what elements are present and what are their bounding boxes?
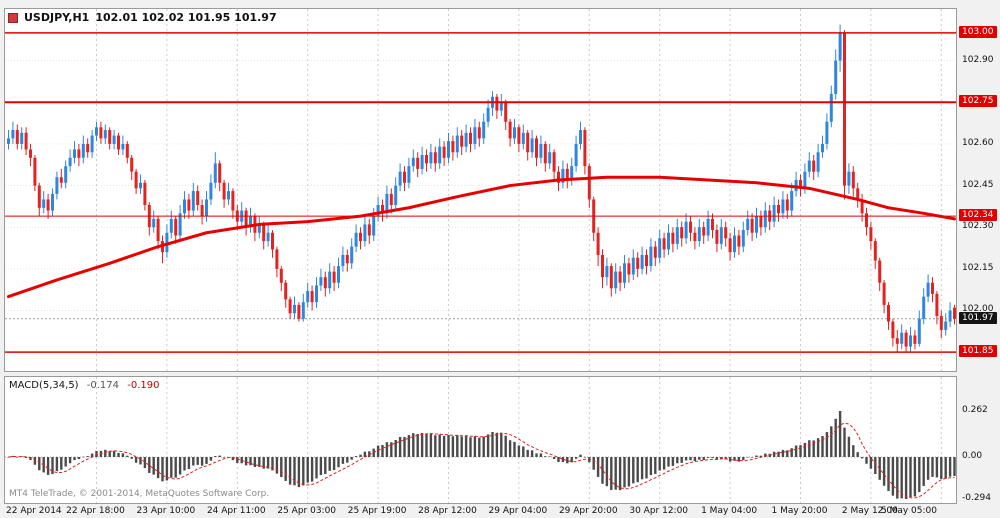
macd-signal-value: -0.190 <box>127 380 160 391</box>
time-axis-label: 22 Apr 2014 <box>6 506 62 516</box>
time-axis-label: 25 Apr 19:00 <box>347 506 407 516</box>
price-axis[interactable]: 102.90 102.60 102.45 102.30 102.15 102.00 103.… <box>959 8 1000 372</box>
price-axis-label: 102.60 <box>962 137 994 148</box>
time-axis-label: 24 Apr 11:00 <box>206 506 266 516</box>
symbol-period-label: USDJPY,H1 <box>24 11 90 24</box>
price-axis-label: 102.30 <box>962 221 994 232</box>
indicator-axis-label: -0.294 <box>962 493 992 503</box>
price-axis-label: 102.00 <box>962 304 994 315</box>
macd-main-value: -0.174 <box>86 380 120 391</box>
price-level-tag[interactable]: 103.00 <box>959 25 997 38</box>
price-axis-label: 102.90 <box>962 54 994 65</box>
time-axis-label: 5 May 05:00 <box>881 506 937 516</box>
time-axis-label: 25 Apr 03:00 <box>277 506 337 516</box>
time-axis[interactable]: 22 Apr 2014 22 Apr 18:00 23 Apr 10:00 24 Ap… <box>4 505 1000 518</box>
indicator-axis-label: 0.00 <box>962 451 983 461</box>
price-axis-label: 102.45 <box>962 179 994 190</box>
time-axis-label: 30 Apr 12:00 <box>629 506 689 516</box>
time-axis-label: 29 Apr 04:00 <box>488 506 548 516</box>
ohlc-values: 102.01 102.02 101.95 101.97 <box>95 11 277 24</box>
chart-icon <box>8 12 18 23</box>
price-axis-label: 102.15 <box>962 262 994 273</box>
time-axis-label: 22 Apr 18:00 <box>66 506 125 516</box>
time-axis-label: 28 Apr 12:00 <box>418 506 477 516</box>
price-level-tag[interactable]: 102.75 <box>959 95 997 108</box>
macd-indicator-panel <box>4 376 957 504</box>
price-level-tag[interactable]: 101.85 <box>959 345 997 358</box>
time-axis-label: 1 May 04:00 <box>701 506 758 516</box>
indicator-axis-label: 0.262 <box>962 405 988 415</box>
copyright-text: MT4 TeleTrade, © 2001-2014, MetaQuotes S… <box>9 489 270 499</box>
time-axis-label: 2 May 12:00 <box>841 506 898 516</box>
macd-indicator-label: MACD(5,34,5) -0.174 -0.190 <box>9 380 159 391</box>
price-level-tag[interactable]: 102.34 <box>959 209 997 222</box>
indicator-axis[interactable]: 0.262 0.00 -0.294 <box>959 376 1000 518</box>
time-axis-label: 23 Apr 10:00 <box>136 506 196 516</box>
time-axis-label: 29 Apr 20:00 <box>558 506 618 516</box>
price-chart-panel <box>4 8 957 372</box>
chart-symbol-title: USDJPY,H1 102.01 102.02 101.95 101.97 <box>8 11 277 24</box>
current-price-tag: 101.97 <box>959 311 997 324</box>
time-axis-label: 1 May 20:00 <box>771 506 828 516</box>
price-chart-canvas[interactable] <box>5 9 956 371</box>
macd-name: MACD(5,34,5) <box>9 380 79 391</box>
macd-chart-canvas[interactable] <box>5 377 956 503</box>
